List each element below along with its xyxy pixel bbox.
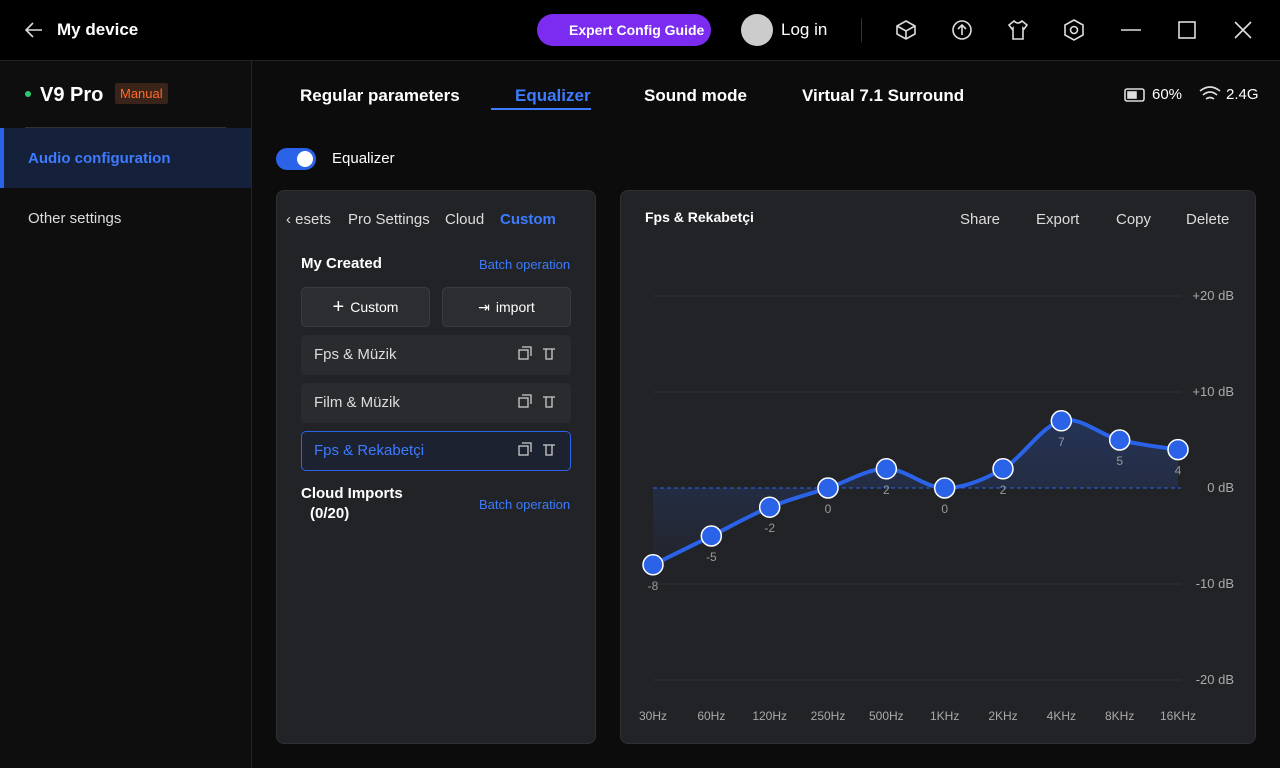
add-button[interactable]: + Custom [301,287,430,327]
item-icons[interactable] [516,345,560,465]
x-tick-label: 8KHz [1105,709,1134,723]
value-label: 0 [825,502,832,516]
section-title[interactable]: My Created [301,255,382,272]
x-tick-label: 250Hz [811,709,846,723]
page-title: My device [57,20,139,39]
action[interactable]: Copy [1116,211,1152,228]
eq-chart: +20 dB +10 dB 0 dB -10 dB -20 dB -8 30Hz -5 60Hz… [639,288,1234,723]
eq-point[interactable] [1167,438,1189,461]
login[interactable]: Log in [781,20,828,39]
action[interactable]: Delete [1186,211,1230,228]
value-label: 0 [941,502,948,516]
wifi-icon [1199,86,1221,100]
guide-label: Expert Config Guide [569,22,705,38]
preset-name: Fps & Rekabetçi [314,442,425,459]
status-dot [25,91,31,97]
tab[interactable]: Regular parameters [300,86,460,105]
y-tick-label: -10 dB [1196,576,1234,591]
eq-point[interactable] [1050,410,1073,432]
x-tick-label: 60Hz [697,709,725,723]
device-name: V9 Pro [40,84,104,106]
x-tick-label: 30Hz [639,709,667,723]
preset-name: Film & Müzik [314,394,400,411]
y-tick-label: -20 dB [1196,672,1234,687]
toggle[interactable] [276,148,316,170]
battery-icon [1124,88,1145,102]
signal: 2.4G [1226,86,1259,103]
batch-link[interactable]: Batch operation [479,497,571,512]
tab-active[interactable]: Equalizer [491,86,591,110]
eq-point[interactable] [642,554,664,576]
action[interactable]: Share [960,211,1001,228]
y-tick-label: +20 dB [1192,288,1234,303]
cloud-count: (0/20) [310,505,350,522]
eq-point[interactable] [817,477,839,499]
y-tick-label: +10 dB [1192,384,1234,399]
back-icon[interactable] [24,20,44,40]
value-label: -8 [648,579,659,593]
eq-point[interactable] [875,458,898,480]
eq-point[interactable] [1108,429,1131,451]
preset-name: Fps & Müzik [314,346,397,363]
eq-point[interactable] [758,496,781,518]
preset-tab[interactable]: Cloud [445,211,485,228]
minimize[interactable] [1120,19,1142,41]
nav-item[interactable]: Other settings [28,210,122,227]
value-label: 2 [1000,483,1007,497]
preset-item[interactable]: Film & Müzik [301,383,571,423]
section-title[interactable]: Cloud Imports [301,485,403,502]
y-tick-label: 0 dB [1207,480,1234,495]
x-tick-label: 1KHz [930,709,959,723]
preset-tab[interactable]: Pro Settings [348,211,430,228]
x-tick-label: 4KHz [1047,709,1076,723]
eq-point[interactable] [933,477,956,499]
import-button[interactable]: ⇥ import [442,287,571,327]
eq-area [653,420,1178,565]
batch-link[interactable]: Batch operation [479,257,571,272]
value-label: 2 [883,483,890,497]
divider [25,127,226,128]
tab[interactable]: Sound mode [644,86,747,105]
eq-title: Fps & Rekabetçi [645,209,754,225]
mode-badge: Manual [115,83,168,104]
nav-item[interactable]: Audio configuration [28,150,171,167]
x-tick-label: 120Hz [752,709,787,723]
close[interactable] [1233,20,1253,40]
divider [861,18,862,42]
battery: 60% [1152,86,1183,103]
value-label: -2 [764,521,775,535]
preset-tab-label: esets [295,211,332,228]
icon-upload[interactable] [951,19,973,41]
eq-curve [652,418,1179,567]
toggle-label: Equalizer [332,150,395,167]
icon-settings[interactable] [1063,19,1085,41]
nav-active[interactable] [0,128,251,188]
preset-item[interactable]: Fps & Müzik [301,335,571,375]
button-label: import [495,299,535,315]
maximize[interactable] [1177,20,1197,40]
icon-shirt[interactable] [1007,19,1029,41]
value-label: 4 [1175,464,1182,478]
eq-point[interactable] [992,458,1014,480]
eq-point[interactable] [700,525,723,547]
preset-tab-active[interactable]: Custom [500,211,556,228]
guide-button[interactable]: Expert Config Guide [537,14,711,46]
value-label: 7 [1058,435,1065,449]
avatar[interactable] [741,14,773,46]
preset-tab[interactable]: ‹ esets [286,211,332,228]
x-tick-label: 500Hz [869,709,904,723]
preset-item-active[interactable]: Fps & Rekabetçi [301,431,571,471]
button-label: Custom [350,299,399,315]
x-tick-label: 16KHz [1160,709,1196,723]
action[interactable]: Export [1036,211,1080,228]
icon-box[interactable] [895,19,917,41]
value-label: 5 [1116,454,1123,468]
value-label: -5 [706,550,717,564]
x-tick-label: 2KHz [988,709,1017,723]
tab[interactable]: Virtual 7.1 Surround [802,86,965,105]
